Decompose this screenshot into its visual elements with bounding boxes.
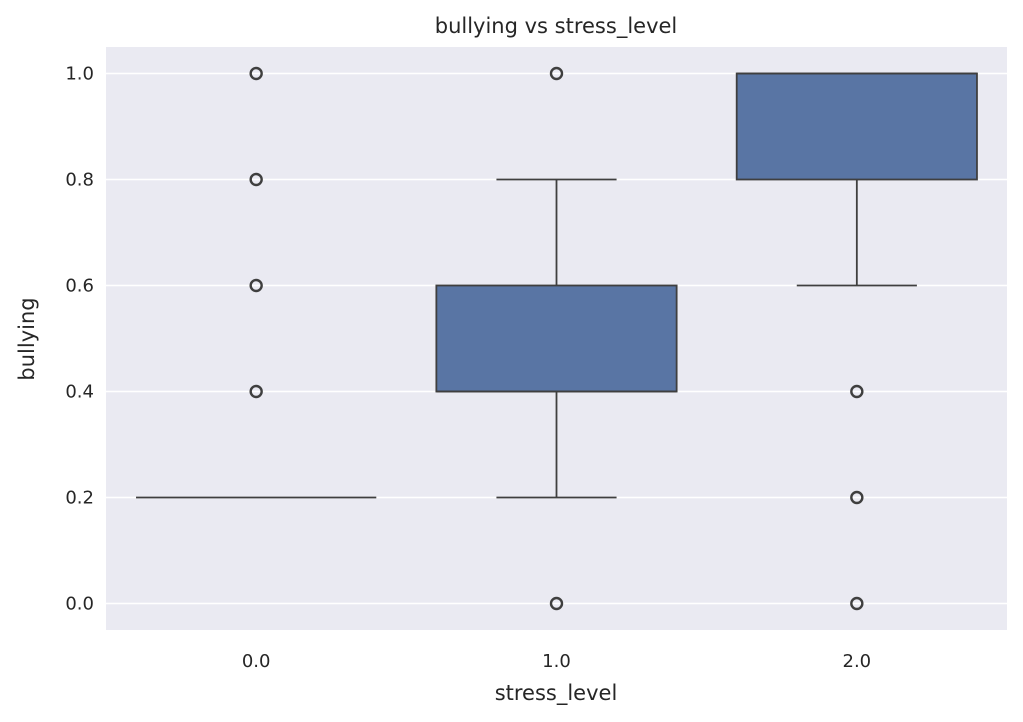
- outlier-point: [850, 596, 864, 611]
- y-tick-label: 0.4: [65, 382, 94, 403]
- x-tick-labels: 0.0 1.0 2.0: [242, 651, 871, 672]
- outlier-point: [249, 66, 263, 81]
- outlier-point: [850, 384, 864, 399]
- y-tick-label: 0.0: [65, 594, 94, 615]
- box-group: [136, 66, 377, 499]
- outlier-point: [249, 278, 263, 293]
- x-axis-label: stress_level: [495, 681, 618, 706]
- y-tick-labels: 0.0 0.2 0.4 0.6 0.8 1.0: [65, 64, 94, 615]
- outlier-point: [549, 596, 564, 611]
- y-tick-label: 0.6: [65, 276, 94, 297]
- outlier-point: [249, 384, 263, 399]
- x-tick-label: 2.0: [843, 651, 872, 672]
- outlier-point: [850, 490, 864, 505]
- y-tick-label: 0.8: [65, 170, 94, 191]
- y-tick-label: 1.0: [65, 64, 94, 85]
- box-group: [735, 72, 978, 611]
- y-axis-label: bullying: [15, 297, 39, 380]
- boxes-layer: [136, 66, 978, 611]
- chart-title: bullying vs stress_level: [435, 14, 678, 39]
- iqr-box: [735, 72, 978, 181]
- y-tick-label: 0.2: [65, 488, 94, 509]
- box-group: [435, 66, 678, 611]
- x-tick-label: 0.0: [242, 651, 271, 672]
- iqr-box: [435, 284, 678, 393]
- outlier-point: [249, 172, 263, 187]
- x-tick-label: 1.0: [542, 651, 571, 672]
- outlier-point: [549, 66, 564, 81]
